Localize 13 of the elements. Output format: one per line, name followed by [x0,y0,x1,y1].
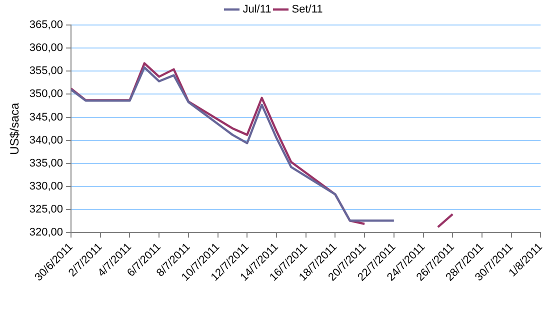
y-tick-label: 360,00 [29,42,64,54]
y-tick-label: 320,00 [29,226,64,239]
y-tick-label: 335,00 [29,157,64,170]
y-tick-label: 345,00 [29,111,64,124]
y-tick-label: 365,00 [29,19,64,32]
y-tick-label: 325,00 [29,204,64,216]
y-tick-label: 355,00 [29,65,64,78]
legend-label: Set/11 [292,4,323,16]
y-tick-label: 350,00 [29,88,64,100]
legend-label: Jul/11 [242,4,272,16]
y-tick-label: 330,00 [29,180,64,193]
y-tick-label: 340,00 [29,134,64,146]
y-axis-title: US$/saca [8,102,22,155]
